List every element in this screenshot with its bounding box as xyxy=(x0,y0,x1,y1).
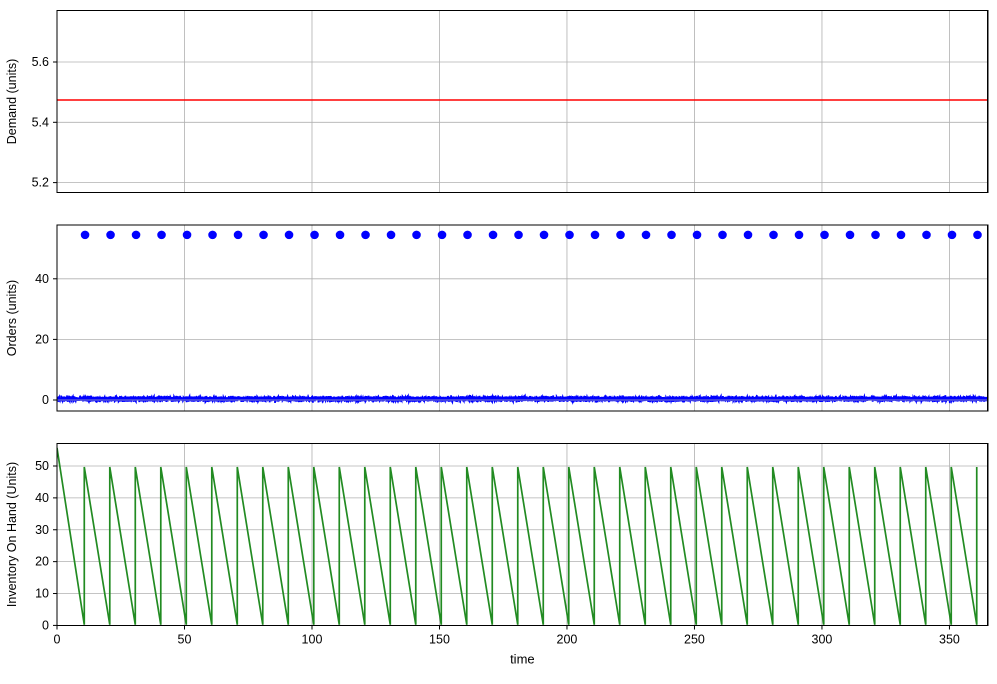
svg-text:50: 50 xyxy=(35,459,49,473)
svg-text:10: 10 xyxy=(35,587,49,601)
svg-text:Inventory On Hand (Units): Inventory On Hand (Units) xyxy=(5,462,19,607)
svg-text:150: 150 xyxy=(429,633,450,647)
svg-text:0: 0 xyxy=(42,618,49,632)
svg-text:time: time xyxy=(510,652,535,667)
svg-text:40: 40 xyxy=(35,272,49,286)
svg-text:5.2: 5.2 xyxy=(32,176,49,190)
svg-text:250: 250 xyxy=(684,633,705,647)
svg-text:0: 0 xyxy=(54,633,61,647)
svg-text:20: 20 xyxy=(35,332,49,346)
svg-text:40: 40 xyxy=(35,491,49,505)
svg-text:200: 200 xyxy=(557,633,578,647)
svg-text:5.6: 5.6 xyxy=(32,55,49,69)
svg-text:100: 100 xyxy=(302,633,323,647)
svg-text:300: 300 xyxy=(812,633,833,647)
svg-text:5.4: 5.4 xyxy=(32,115,49,129)
svg-text:30: 30 xyxy=(35,523,49,537)
svg-text:Orders (units): Orders (units) xyxy=(5,280,19,356)
svg-text:50: 50 xyxy=(178,633,192,647)
svg-text:20: 20 xyxy=(35,555,49,569)
svg-text:Demand (units): Demand (units) xyxy=(5,59,19,144)
svg-text:0: 0 xyxy=(42,393,49,407)
svg-text:350: 350 xyxy=(939,633,960,647)
